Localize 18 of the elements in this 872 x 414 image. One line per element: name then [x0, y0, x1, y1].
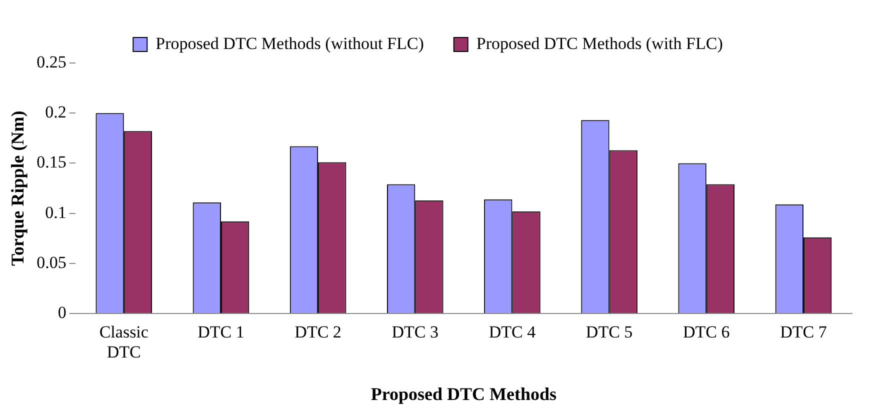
y-tick-label: 0.05 — [36, 252, 66, 272]
x-tick-label: DTC 5 — [586, 322, 633, 342]
x-tick-label: DTC 3 — [392, 322, 439, 342]
y-tick-label: 0 — [58, 303, 66, 322]
x-tick-label: DTC 1 — [198, 322, 244, 342]
y-tick-label: 0.15 — [36, 152, 66, 172]
y-tick-label: 0.2 — [45, 102, 66, 122]
legend-label: Proposed DTC Methods (with FLC) — [476, 34, 723, 53]
y-tick-label: 0.25 — [36, 52, 66, 72]
x-tick-label: DTC 2 — [294, 322, 342, 342]
x-tick-label: DTC 6 — [683, 322, 730, 342]
legend-label: Proposed DTC Methods (without FLC) — [156, 34, 424, 53]
x-tick-label: DTC 7 — [780, 322, 828, 342]
x-tick-label: DTC 4 — [488, 322, 536, 342]
x-tick-label: Classic DTC — [99, 322, 149, 362]
y-tick-label: 0.1 — [45, 202, 66, 222]
y-axis-title: Torque Ripple (Nm) — [7, 110, 28, 266]
x-axis-title: Proposed DTC Methods — [370, 384, 557, 404]
